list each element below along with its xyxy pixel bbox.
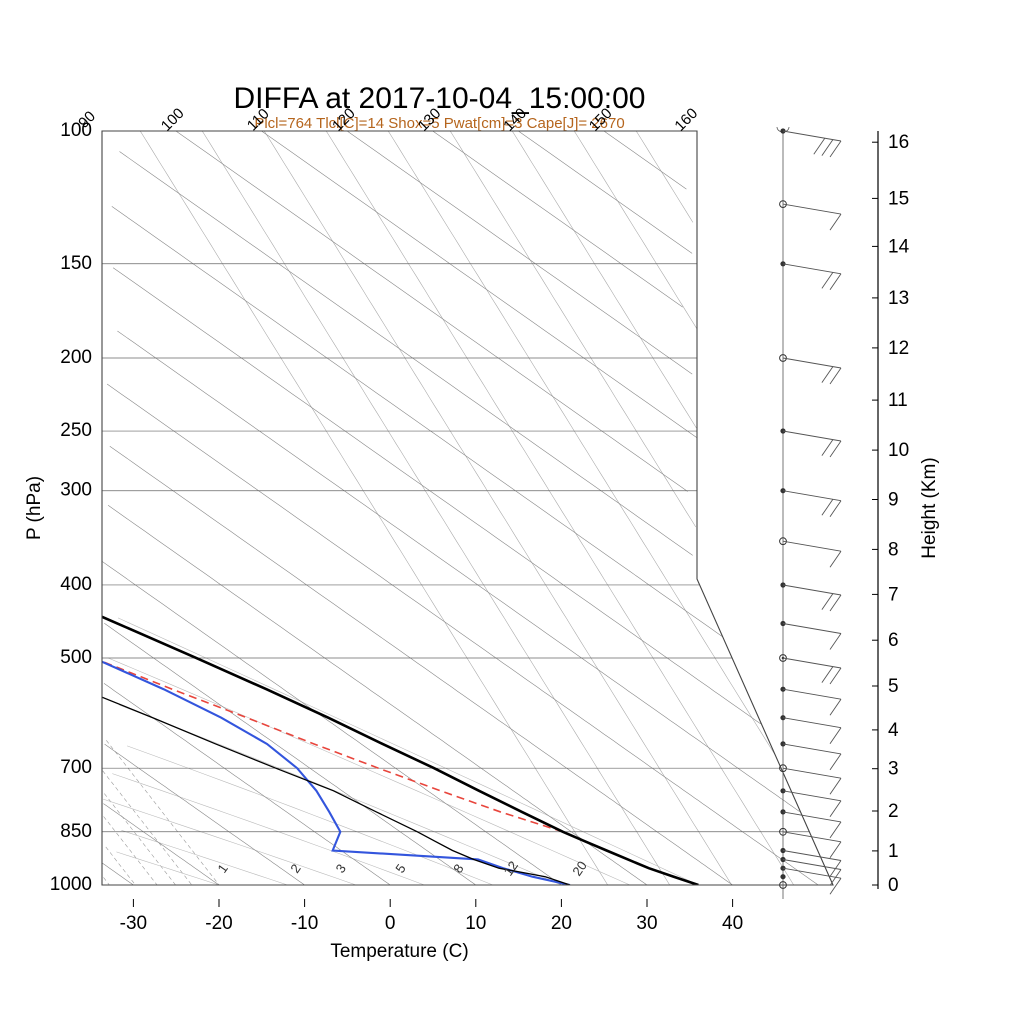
svg-text:10: 10 <box>888 440 909 461</box>
svg-text:9: 9 <box>888 490 899 511</box>
svg-text:15: 15 <box>888 188 909 209</box>
svg-text:10: 10 <box>465 913 486 934</box>
svg-text:-20: -20 <box>205 913 232 934</box>
svg-text:0: 0 <box>385 913 396 934</box>
svg-text:8: 8 <box>888 539 899 560</box>
svg-text:3: 3 <box>888 759 899 780</box>
svg-text:40: 40 <box>722 913 743 934</box>
svg-text:0: 0 <box>888 875 899 896</box>
svg-text:150: 150 <box>60 253 92 274</box>
svg-text:14: 14 <box>888 236 910 257</box>
svg-text:1000: 1000 <box>50 874 92 895</box>
svg-text:DIFFA at 2017-10-04_15:00:00: DIFFA at 2017-10-04_15:00:00 <box>234 82 646 115</box>
svg-text:5: 5 <box>888 676 899 697</box>
svg-text:850: 850 <box>60 821 92 842</box>
svg-text:6: 6 <box>888 630 899 651</box>
svg-text:13: 13 <box>888 288 909 309</box>
svg-text:11: 11 <box>888 390 908 411</box>
svg-text:Temperature (C): Temperature (C) <box>330 941 468 962</box>
svg-text:20: 20 <box>551 913 572 934</box>
svg-text:12: 12 <box>888 338 909 359</box>
svg-text:4: 4 <box>888 720 899 741</box>
svg-text:-10: -10 <box>291 913 318 934</box>
svg-text:7: 7 <box>888 584 899 605</box>
svg-text:-30: -30 <box>120 913 147 934</box>
svg-text:200: 200 <box>60 347 92 368</box>
svg-text:300: 300 <box>60 480 92 501</box>
svg-text:2: 2 <box>888 801 899 822</box>
svg-text:500: 500 <box>60 647 92 668</box>
svg-text:700: 700 <box>60 757 92 778</box>
svg-text:P (hPa): P (hPa) <box>24 476 45 540</box>
svg-text:30: 30 <box>636 913 657 934</box>
svg-text:Height (Km): Height (Km) <box>919 457 940 558</box>
svg-text:250: 250 <box>60 420 92 441</box>
svg-text:400: 400 <box>60 574 92 595</box>
svg-text:16: 16 <box>888 132 909 153</box>
svg-text:1: 1 <box>888 841 899 862</box>
